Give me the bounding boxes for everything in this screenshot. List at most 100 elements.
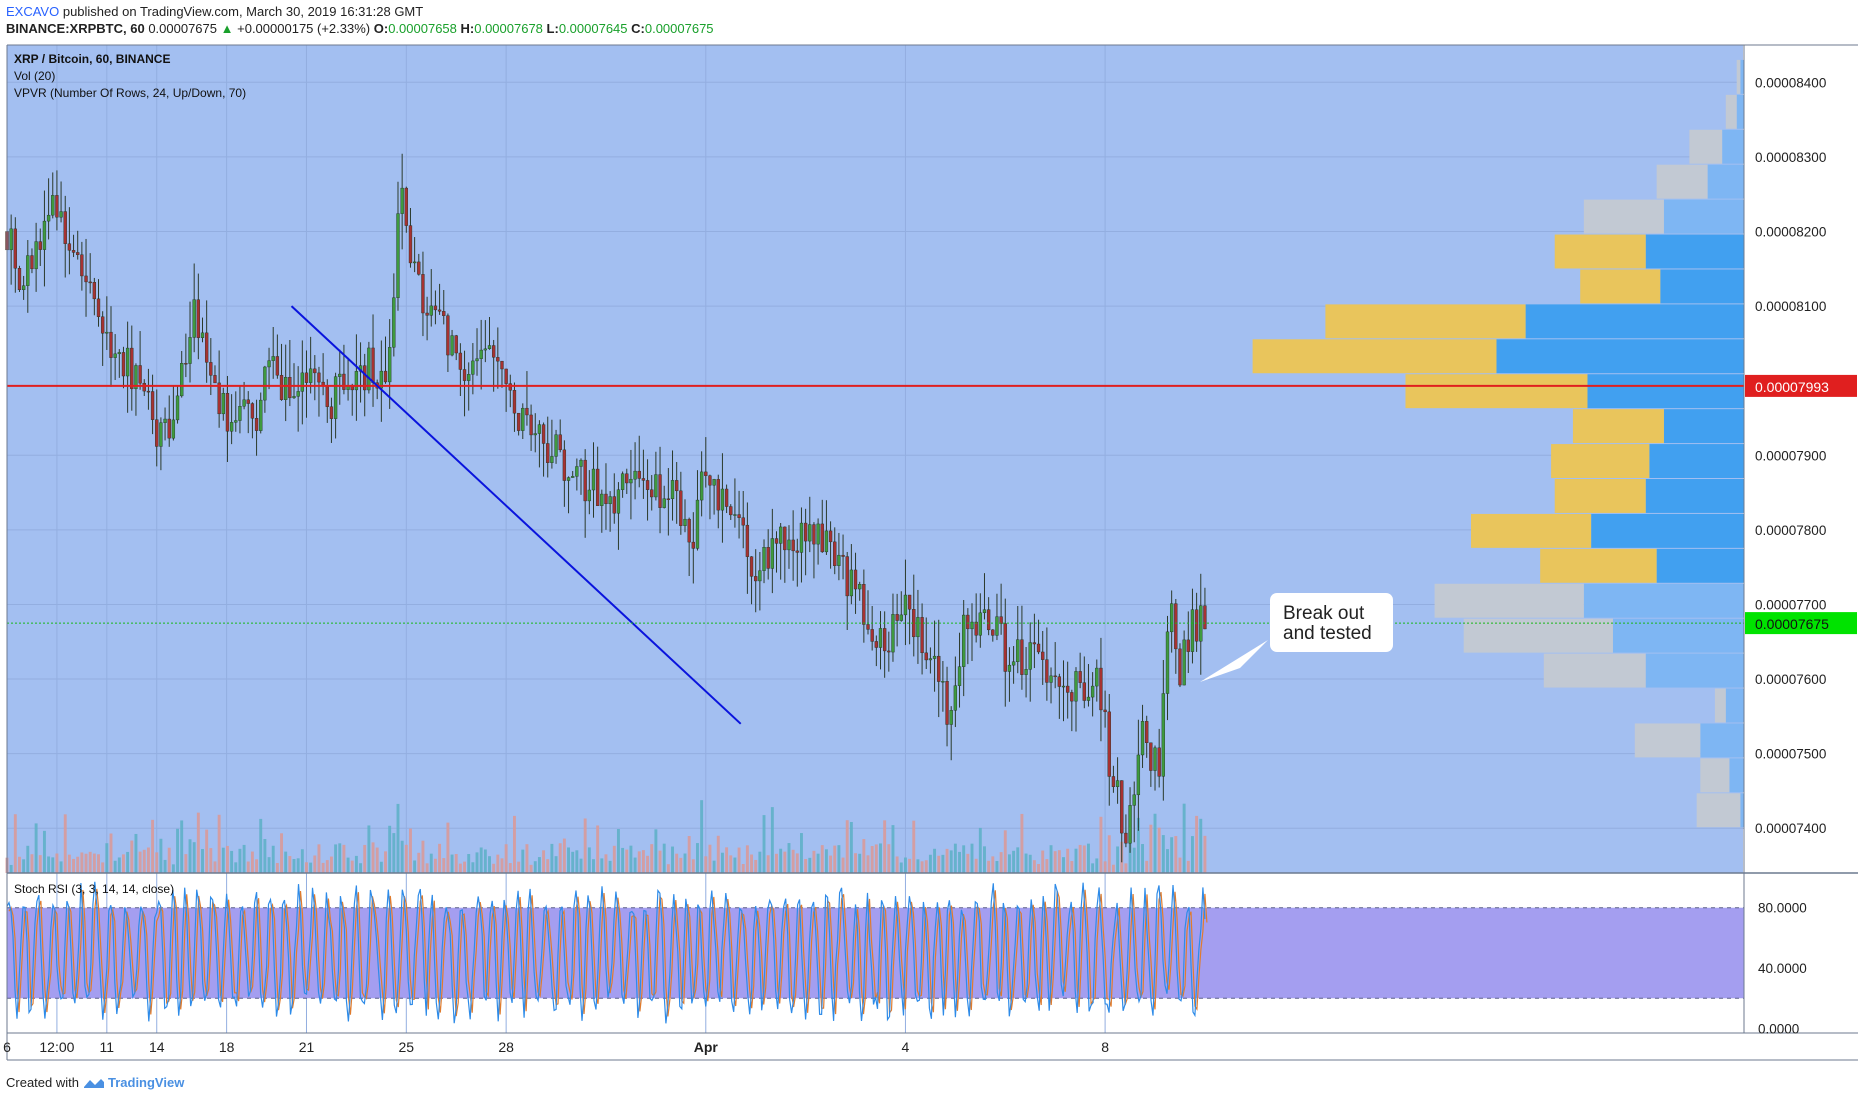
candle-body: [841, 554, 845, 557]
candle-body: [175, 395, 180, 421]
candle-body: [21, 285, 26, 291]
volume-bar: [600, 858, 604, 873]
volume-bar: [1174, 836, 1178, 873]
candle-body: [446, 315, 450, 356]
volume-bar: [579, 858, 583, 873]
volume-bar: [733, 857, 737, 873]
candle-body: [691, 541, 695, 549]
volume-bar: [662, 843, 666, 873]
candle-body: [1095, 667, 1099, 687]
volume-bar: [696, 843, 699, 873]
annotation-callout[interactable]: Break out and tested: [1200, 593, 1393, 682]
volume-bar: [238, 848, 242, 873]
candle-body: [67, 243, 72, 251]
volume-bar: [67, 854, 71, 873]
candle-body: [974, 621, 978, 636]
volume-bar: [833, 845, 837, 873]
axes: 0.00008400 0.00008300 0.00008200 0.00008100…: [3, 75, 1857, 1055]
volume-bar: [1074, 848, 1078, 873]
volume-bar: [317, 844, 321, 873]
volume-bar: [346, 857, 350, 873]
volume-bar: [446, 822, 450, 873]
volume-bar: [72, 858, 76, 873]
candle-body: [238, 406, 242, 421]
volume-bar: [720, 852, 724, 873]
time-tick-label: Apr: [694, 1039, 719, 1055]
volume-bar: [250, 851, 254, 873]
candle-body: [1103, 709, 1107, 713]
author-link[interactable]: EXCAVO: [6, 4, 60, 19]
candle-body: [537, 424, 542, 434]
candle-body: [795, 550, 799, 553]
candle-body: [799, 522, 804, 553]
volume-bar: [488, 856, 491, 873]
candle-body: [425, 312, 429, 316]
vpvr-up-bar: [1645, 653, 1744, 688]
vpvr-up-bar: [1583, 583, 1744, 618]
price-tick-label: 0.00007500: [1755, 747, 1826, 762]
volume-bar: [1099, 816, 1103, 873]
candle-body: [338, 373, 342, 377]
volume-bar: [966, 853, 970, 873]
candle-body: [329, 406, 334, 419]
volume-bar: [454, 854, 458, 873]
candle-body: [770, 538, 775, 569]
candle-body: [467, 374, 471, 381]
candle-body: [758, 570, 762, 582]
created-with-text: Created with: [6, 1075, 79, 1090]
volume-bar: [1203, 835, 1207, 873]
volume-bar: [679, 857, 683, 873]
candle-body: [941, 681, 945, 683]
volume-bar: [429, 853, 433, 873]
volume-bar: [271, 845, 275, 873]
candle-body: [234, 420, 238, 423]
volume-bar: [334, 844, 338, 873]
volume-bar: [629, 845, 633, 873]
volume-bar: [101, 862, 105, 873]
volume-bar: [883, 820, 887, 873]
candle-body: [292, 396, 296, 399]
volume-bar: [683, 853, 687, 873]
volume-bar: [496, 854, 500, 873]
vpvr-up-bar: [1700, 723, 1744, 758]
volume-bar: [754, 859, 758, 873]
candle-body: [225, 393, 230, 432]
candle-body: [575, 466, 579, 477]
vpvr-up-bar: [1740, 793, 1744, 828]
candle-body: [1178, 648, 1182, 686]
volume-bar: [567, 847, 570, 873]
candle-body: [1157, 747, 1161, 777]
candle-body: [1182, 639, 1186, 686]
candle-body: [1045, 659, 1049, 683]
candle-body: [874, 641, 878, 648]
vpvr-down-bar: [1580, 269, 1661, 304]
candle-body: [541, 424, 546, 444]
candle-body: [1190, 609, 1195, 652]
price-scale-bg[interactable]: [1744, 45, 1858, 873]
candle-body: [670, 480, 675, 500]
volume-bar: [933, 848, 937, 873]
candle-body: [600, 493, 604, 506]
candle-body: [645, 480, 650, 490]
tradingview-logo[interactable]: TradingView: [83, 1075, 184, 1090]
stoch-rsi-tick-label: 80.0000: [1758, 901, 1807, 916]
candle-body: [113, 353, 117, 358]
candle-body: [417, 261, 421, 275]
volume-bar: [18, 856, 21, 873]
volume-bar: [608, 860, 612, 873]
candle-body: [1057, 676, 1062, 687]
vpvr-up-bar: [1587, 374, 1744, 409]
volume-bar: [375, 847, 379, 873]
candle-body: [308, 368, 313, 383]
candle-body: [92, 282, 97, 300]
time-tick-label: 21: [299, 1039, 315, 1055]
candle-body: [383, 370, 388, 383]
candle-body: [284, 377, 288, 400]
candle-body: [991, 629, 995, 636]
volume-bar: [725, 847, 729, 873]
candle-body: [325, 385, 329, 407]
volume-bar: [612, 845, 616, 873]
volume-bar: [63, 814, 67, 873]
candle-body: [650, 489, 654, 498]
